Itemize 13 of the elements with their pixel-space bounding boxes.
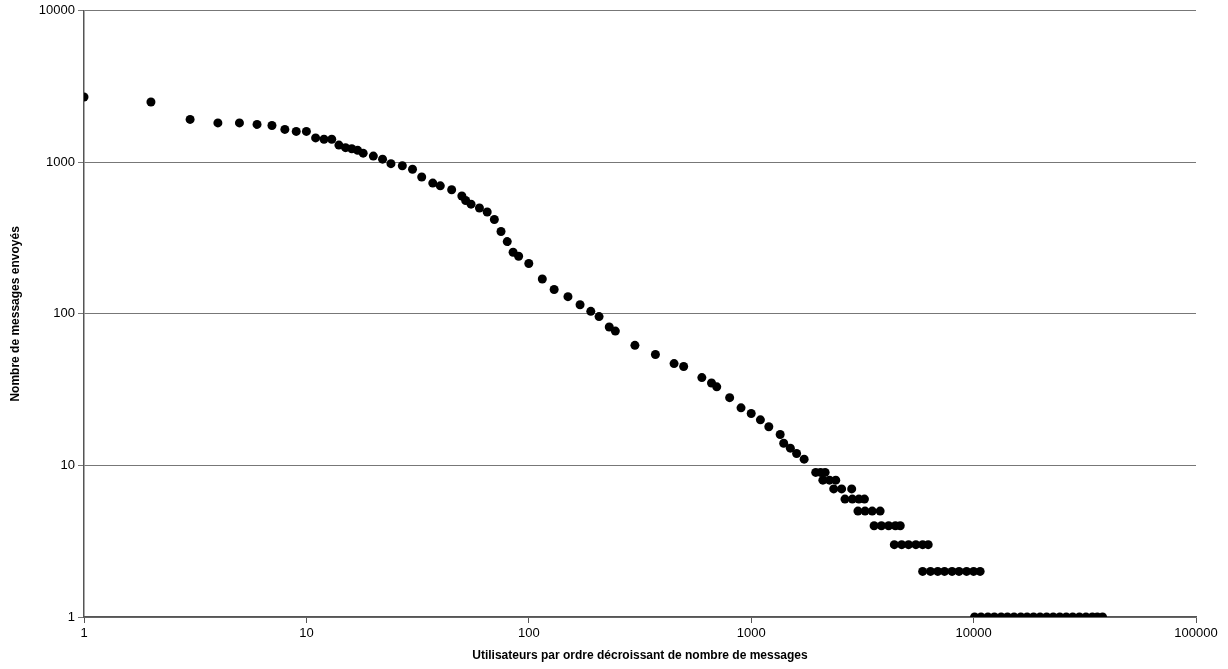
- x-axis-title: Utilisateurs par ordre décroissant de nombre de messages: [472, 648, 809, 663]
- y-tick-label: 10000: [38, 2, 75, 18]
- y-tick-label: 100: [53, 305, 75, 321]
- y-axis-title: Nombre de messages envoyés: [7, 225, 22, 402]
- x-tick-label: 10000: [955, 625, 992, 641]
- x-tick-label: 100000: [1174, 625, 1218, 641]
- y-tick-label: 1000: [46, 153, 75, 169]
- y-tick-label: 1: [67, 608, 75, 624]
- x-tick-label: 100: [517, 625, 540, 641]
- x-tick-label: 1: [80, 625, 88, 641]
- x-tick-label: 1000: [736, 625, 766, 641]
- y-tick-label: 10: [60, 457, 75, 473]
- x-tick-label: 10: [299, 625, 314, 641]
